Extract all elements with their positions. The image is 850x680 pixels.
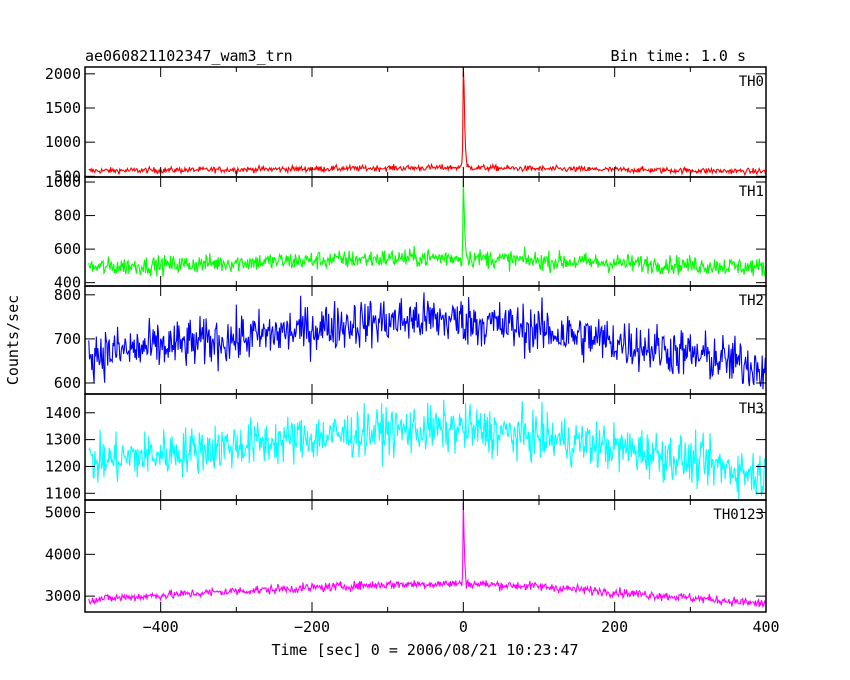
panel-label-th1: TH1 [739,184,764,200]
series-line-th0123 [88,502,767,609]
panel-th1: 400 600 800 1000 TH1 [45,173,767,292]
y-tick-label: 5000 [45,504,81,522]
panel-th0: 500 1000 1500 2000 TH0 [45,65,767,185]
panel-th2: 600 700 800 TH2 [54,285,767,395]
x-tick-label: −400 [143,618,179,636]
panel-frame [84,499,767,613]
series-line-th0 [88,66,767,177]
panel-frame [84,66,767,178]
y-tick-label: 600 [54,240,81,258]
x-tick-label: 400 [752,618,779,636]
x-tick-label: 200 [601,618,628,636]
y-tick-label: 1300 [45,431,81,449]
y-tick-label: 600 [54,374,81,392]
x-axis: −400 −200 0 200 400 [143,618,780,636]
chart-title: ae060821102347_wam3_trn [85,47,293,65]
panel-label-th3: TH3 [739,401,764,417]
y-tick-label: 500 [54,167,81,185]
y-tick-label: 2000 [45,65,81,83]
y-tick-label: 1500 [45,99,81,117]
y-tick-label: 1400 [45,404,81,422]
y-tick-label: 800 [54,286,81,304]
series-line-th3 [88,399,767,501]
panel-label-th0123: TH0123 [713,507,764,523]
y-tick-label: 1000 [45,133,81,151]
y-axis-label: Counts/sec [4,295,22,385]
bin-time-label: Bin time: 1.0 s [611,47,746,65]
y-tick-label: 4000 [45,545,81,563]
y-tick-label: 700 [54,330,81,348]
series-line-th1 [88,178,767,277]
panel-th3: 1100 1200 1300 1400 TH3 [45,393,767,502]
y-tick-label: 1000 [45,173,81,191]
panel-th0123: 3000 4000 5000 TH0123 [45,499,767,613]
x-tick-label: 0 [459,618,468,636]
y-tick-label: 1100 [45,484,81,502]
series-line-th2 [88,292,767,390]
y-tick-label: 3000 [45,587,81,605]
x-tick-label: −200 [294,618,330,636]
panel-label-th0: TH0 [739,74,764,90]
panel-label-th2: TH2 [739,293,764,309]
y-tick-label: 800 [54,207,81,225]
y-tick-label: 400 [54,274,81,292]
y-tick-label: 1200 [45,457,81,475]
x-axis-label: Time [sec] 0 = 2006/08/21 10:23:47 [271,641,578,659]
